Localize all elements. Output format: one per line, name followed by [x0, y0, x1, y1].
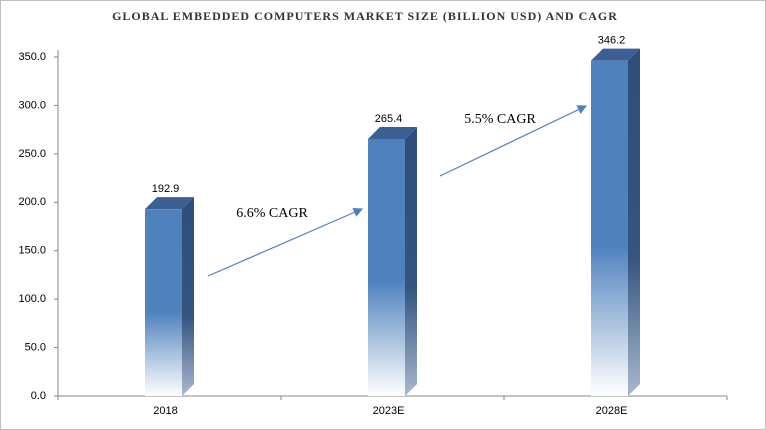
bar-front [145, 209, 182, 396]
bar-top [591, 48, 640, 61]
annotation: 6.6% CAGR [236, 206, 308, 221]
arrow [439, 105, 588, 177]
annotation: 5.5% CAGR [464, 112, 536, 127]
bar-front [591, 60, 628, 396]
y-tick-label: 50.0 [25, 341, 46, 353]
y-tick-label: 250.0 [18, 148, 46, 160]
bar-side [628, 48, 640, 396]
y-tick-label: 150.0 [18, 245, 46, 257]
bar-side [182, 197, 194, 396]
bar-top [368, 126, 417, 139]
y-tick-label: 200.0 [18, 196, 46, 208]
value-label: 265.4 [375, 113, 403, 125]
chart-title: GLOBAL EMBEDDED COMPUTERS MARKET SIZE (B… [112, 9, 618, 23]
arrow [207, 207, 364, 277]
value-label: 192.9 [152, 183, 180, 195]
bar-top [145, 197, 194, 210]
bar-side [405, 126, 417, 397]
bar [591, 48, 640, 396]
x-tick-label: 2028E [596, 405, 628, 417]
y-tick-label: 100.0 [18, 293, 46, 305]
y-tick-label: 0.0 [31, 390, 46, 402]
y-tick-label: 300.0 [18, 99, 46, 111]
bar [145, 197, 194, 396]
y-tick-label: 350.0 [18, 51, 46, 63]
x-tick-label: 2018 [153, 405, 177, 417]
x-tick-label: 2023E [373, 405, 405, 417]
bar-front [368, 138, 405, 396]
bar [368, 126, 417, 397]
value-label: 346.2 [598, 35, 626, 47]
